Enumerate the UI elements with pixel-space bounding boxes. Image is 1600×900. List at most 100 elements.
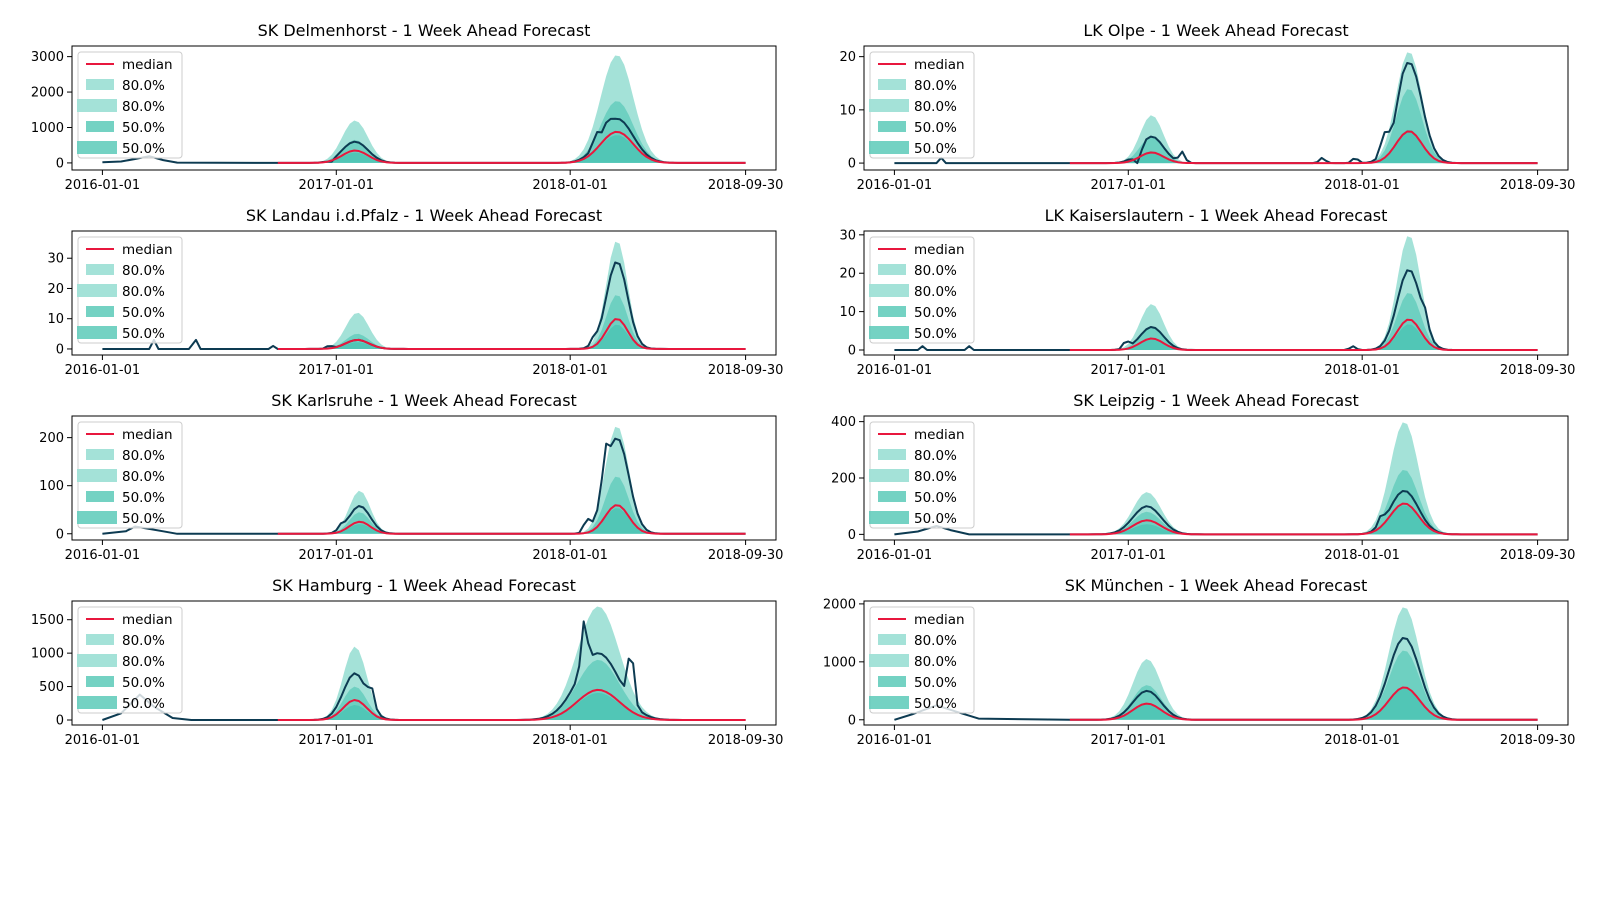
legend-label: 80.0% xyxy=(914,448,957,464)
band-50-core xyxy=(1069,324,1538,350)
band-80-outer xyxy=(1069,236,1538,350)
legend-label: 50.0% xyxy=(122,675,165,691)
legend-label: median xyxy=(122,242,173,258)
legend-label: 80.0% xyxy=(122,263,165,279)
y-tick-label: 500 xyxy=(39,680,64,695)
legend-band-swatch xyxy=(878,676,906,687)
legend-band-swatch xyxy=(869,284,909,297)
chart-title: SK Leipzig - 1 Week Ahead Forecast xyxy=(1073,391,1359,410)
legend-label: 80.0% xyxy=(122,633,165,649)
legend-band-swatch xyxy=(86,491,114,502)
legend-label: 80.0% xyxy=(122,469,165,485)
x-tick-label: 2018-09-30 xyxy=(708,363,784,378)
legend-label: 80.0% xyxy=(914,263,957,279)
band-50-core xyxy=(1069,688,1538,720)
y-tick-label: 200 xyxy=(39,431,64,446)
chart-title: SK Karlsruhe - 1 Week Ahead Forecast xyxy=(271,391,577,410)
truth-line xyxy=(102,437,746,535)
legend-label: 80.0% xyxy=(914,284,957,300)
axes-frame xyxy=(863,45,1569,171)
y-tick-label: 100 xyxy=(39,479,64,494)
axes-frame xyxy=(71,230,777,356)
truth-line xyxy=(894,637,1538,721)
y-tick-label: 20 xyxy=(839,50,856,65)
legend-band-swatch xyxy=(86,306,114,317)
legend-band-swatch xyxy=(77,326,117,339)
band-50-core xyxy=(277,508,746,534)
chart-title: LK Kaiserslautern - 1 Week Ahead Forecas… xyxy=(1045,206,1388,225)
legend: median 80.0% 80.0% 50.0% 50.0% xyxy=(869,606,975,714)
x-tick-label: 2016-01-01 xyxy=(65,178,141,193)
band-50-core xyxy=(1069,505,1538,535)
x-tick-label: 2017-01-01 xyxy=(1091,548,1167,563)
legend-band-swatch xyxy=(878,79,906,90)
legend-label: 50.0% xyxy=(122,490,165,506)
legend-band-swatch xyxy=(86,121,114,132)
x-tick-label: 2016-01-01 xyxy=(65,733,141,748)
truth-line xyxy=(894,269,1538,351)
median-line xyxy=(277,688,746,721)
legend-label: 80.0% xyxy=(914,654,957,670)
legend-band-swatch xyxy=(77,284,117,297)
y-tick-label: 10 xyxy=(47,312,64,327)
legend: median 80.0% 80.0% 50.0% 50.0% xyxy=(77,51,183,159)
chart-title: SK Delmenhorst - 1 Week Ahead Forecast xyxy=(258,21,591,40)
truth-line xyxy=(894,62,1538,165)
y-tick-label: 0 xyxy=(56,156,64,171)
y-tick-label: 20 xyxy=(47,282,64,297)
median-line xyxy=(1069,686,1538,721)
legend-label: 50.0% xyxy=(122,696,165,712)
truth-line xyxy=(102,620,746,721)
x-tick-label: 2017-01-01 xyxy=(1091,363,1167,378)
x-tick-label: 2016-01-01 xyxy=(857,178,933,193)
legend: median 80.0% 80.0% 50.0% 50.0% xyxy=(77,606,183,714)
legend-label: 80.0% xyxy=(914,469,957,485)
median-line xyxy=(277,318,746,350)
legend-label: 50.0% xyxy=(122,141,165,157)
legend-label: 80.0% xyxy=(122,99,165,115)
legend-band-swatch xyxy=(869,511,909,524)
legend-label: median xyxy=(122,612,173,628)
legend-label: 50.0% xyxy=(914,490,957,506)
legend-band-swatch xyxy=(869,654,909,667)
y-tick-label: 0 xyxy=(848,157,856,172)
legend-band-swatch xyxy=(77,99,117,112)
band-50-inner xyxy=(1069,89,1538,164)
chart-panel: SK Karlsruhe - 1 Week Ahead Forecast 2016… xyxy=(39,391,783,563)
y-tick-label: 30 xyxy=(47,252,64,267)
axes-frame xyxy=(71,45,777,171)
x-tick-label: 2018-09-30 xyxy=(1500,548,1576,563)
median-line xyxy=(277,130,746,164)
legend: median 80.0% 80.0% 50.0% 50.0% xyxy=(869,236,975,344)
y-tick-label: 30 xyxy=(839,228,856,243)
axes-frame xyxy=(863,230,1569,356)
legend-label: 50.0% xyxy=(914,305,957,321)
chart-panel: SK München - 1 Week Ahead Forecast 2016-0… xyxy=(823,576,1575,748)
legend-label: 50.0% xyxy=(914,120,957,136)
y-tick-label: 1000 xyxy=(31,647,64,662)
y-tick-label: 2000 xyxy=(31,86,64,101)
median-line xyxy=(1069,130,1538,165)
axes-frame xyxy=(71,600,777,726)
chart-title: SK Hamburg - 1 Week Ahead Forecast xyxy=(272,576,576,595)
legend-label: 50.0% xyxy=(122,326,165,342)
x-tick-label: 2017-01-01 xyxy=(299,733,375,748)
band-50-inner xyxy=(1069,293,1538,350)
x-tick-label: 2018-09-30 xyxy=(1500,178,1576,193)
y-tick-label: 200 xyxy=(831,472,856,487)
legend: median 80.0% 80.0% 50.0% 50.0% xyxy=(869,51,975,159)
legend-band-swatch xyxy=(878,121,906,132)
chart-panel: SK Hamburg - 1 Week Ahead Forecast 2016-0… xyxy=(31,576,783,748)
chart-panel: SK Landau i.d.Pfalz - 1 Week Ahead Forec… xyxy=(47,206,783,378)
x-tick-label: 2017-01-01 xyxy=(299,178,375,193)
band-50-core xyxy=(277,135,746,163)
chart-panel: SK Delmenhorst - 1 Week Ahead Forecast 20… xyxy=(31,21,783,193)
x-tick-label: 2017-01-01 xyxy=(1091,733,1167,748)
chart-panel: LK Kaiserslautern - 1 Week Ahead Forecas… xyxy=(839,206,1575,378)
band-50-inner xyxy=(277,476,746,534)
legend-label: 80.0% xyxy=(122,284,165,300)
band-50-core xyxy=(277,324,746,349)
legend-band-swatch xyxy=(86,449,114,460)
legend-band-swatch xyxy=(86,264,114,275)
legend-label: 50.0% xyxy=(914,141,957,157)
